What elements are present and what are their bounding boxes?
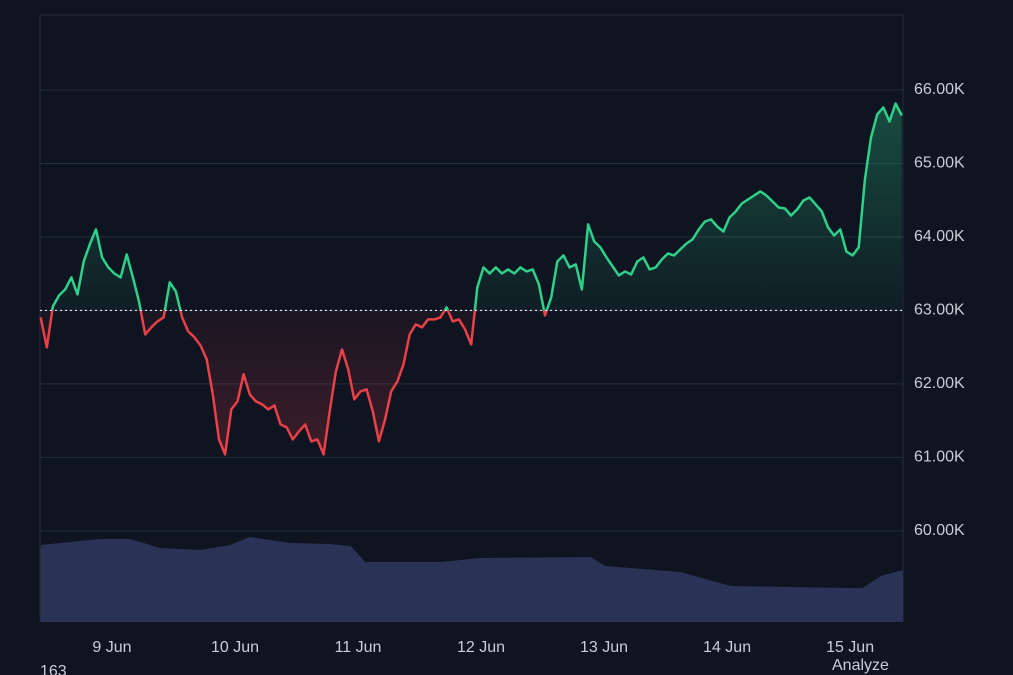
price-line-up: [51, 102, 903, 311]
y-tick-label: 60.00K: [914, 522, 965, 539]
area-down: [40, 310, 547, 455]
y-tick-label: 65.00K: [914, 155, 965, 172]
x-tick-label: 13 Jun: [580, 639, 628, 656]
y-tick-label: 66.00K: [914, 81, 965, 98]
x-tick-label: 9 Jun: [92, 639, 131, 656]
x-tick-label: 14 Jun: [703, 639, 751, 656]
price-line-down: [39, 310, 549, 456]
volume-area: [40, 537, 903, 622]
x-tick-label: 10 Jun: [211, 639, 259, 656]
x-tick-label: 15 Jun: [826, 639, 874, 656]
area-up: [40, 103, 902, 311]
y-tick-label: 64.00K: [914, 228, 965, 245]
footer-count: 163: [40, 663, 67, 675]
y-tick-label: 63.00K: [914, 302, 965, 319]
y-tick-label: 62.00K: [914, 375, 965, 392]
y-tick-label: 61.00K: [914, 449, 965, 466]
x-tick-label: 11 Jun: [335, 639, 382, 656]
x-tick-label: 12 Jun: [457, 639, 505, 656]
analyze-button[interactable]: Analyze: [832, 657, 889, 674]
